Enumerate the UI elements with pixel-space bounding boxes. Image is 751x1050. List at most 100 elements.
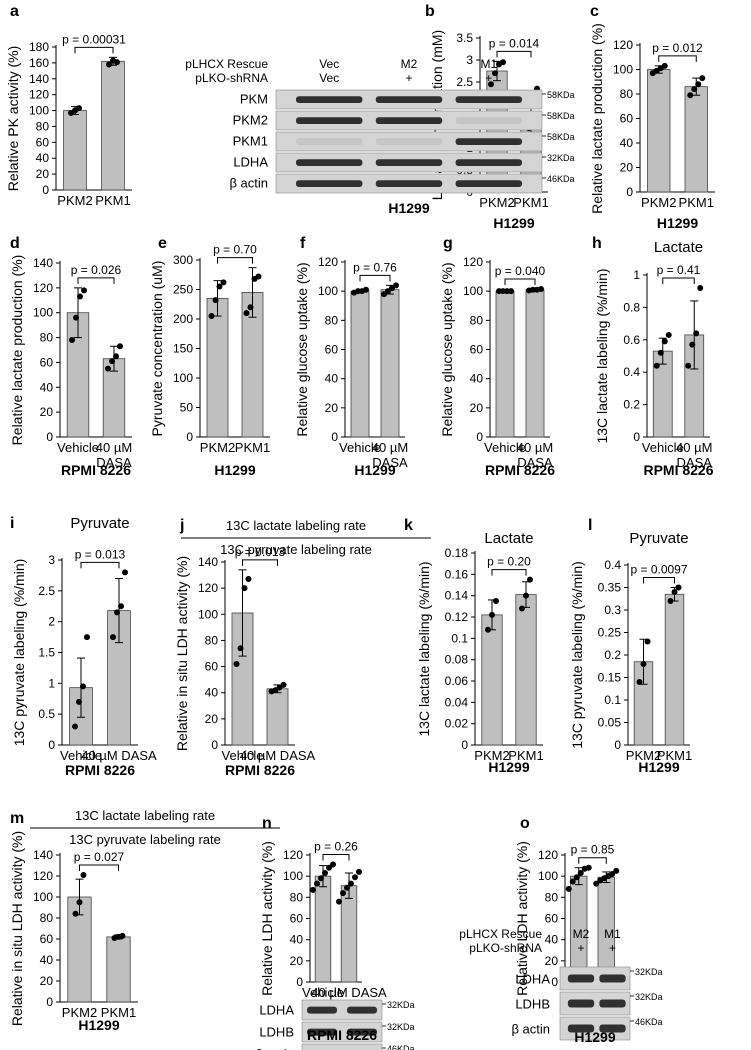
chart-title-h: Lactate [654,239,703,256]
blot-header-lane-o-1: + [577,941,584,955]
x-tick-label-b-0: PKM2 [479,195,514,210]
bar-j-1 [266,688,289,746]
data-point-e-0 [208,313,215,320]
blot-marker-label-o-0: 32KDa [635,967,663,977]
blot-strip-o-2 [559,1016,631,1041]
significance-bracket-o [578,857,607,864]
cell-line-label-m: H1299 [78,1017,119,1033]
blot-band-a-1-1 [375,117,443,125]
data-point-i-1 [122,569,128,576]
y-tick-label-j: 0 [211,738,218,752]
blot-header-lane-a-0: Vec [319,57,339,71]
data-point-i-0 [72,723,78,730]
y-tick-label-m: 60 [40,932,54,946]
data-point-c-1 [695,81,702,88]
y-tick-label-l: 0.05 [598,716,622,730]
y-tick-label-j: 100 [198,607,218,621]
data-point-e-1 [255,273,262,280]
blot-band-a-3-1 [375,159,443,167]
y-tick-label-i: 1.5 [38,646,55,660]
y-tick-label-b: 3 [466,53,473,67]
panel-letter-c: c [590,3,599,20]
blot-row-label-o-1: LDHB [515,996,550,1011]
bar-l-1 [664,593,685,746]
y-tick-label-h: 0.6 [623,333,640,347]
y-tick-label-f: 40 [325,372,339,386]
y-tick-label-h: 0.4 [623,365,640,379]
y-axis-label-o: Relative LDH activity (%) [514,841,530,996]
p-value-j: p = 0.013 [235,545,286,559]
data-point-j-0 [241,585,248,592]
y-tick-label-g: 100 [463,284,483,298]
y-tick-label-n: 80 [290,890,304,904]
blot-band-a-0-2 [455,96,523,104]
blot-band-n-1-1 [347,1028,377,1036]
y-tick-label-a: 20 [36,167,50,181]
bar-m-1 [106,936,131,1003]
data-point-n-1 [352,874,358,881]
significance-bracket-g [504,278,536,285]
panel-letter-n: n [262,815,272,832]
x-tick-label-d-0: Vehicle [57,440,99,455]
y-axis-label-l: 13C pyruvate labeling (%/min) [569,561,585,749]
blot-header-label-a-0: pLHCX Rescue [185,57,268,71]
data-point-h-0 [665,331,672,338]
panel-letter-f: f [300,235,306,252]
y-tick-label-j: 40 [205,686,219,700]
y-tick-label-j: 120 [198,581,218,595]
significance-bracket-j [242,559,278,566]
x-tick-label-a-1: PKM1 [95,193,130,208]
cell-line-label-c: H1299 [657,215,698,231]
blot-marker-label-n-0: 32KDa [387,1000,415,1010]
x-tick-label-l-0: PKM2 [626,748,661,763]
y-tick-label-n: 0 [296,975,303,989]
chart-title-i: Pyruvate [70,515,129,532]
blot-band-n-0-1 [347,1006,377,1014]
y-tick-label-l: 0.2 [604,648,621,662]
panel-letter-k: k [404,517,413,534]
data-point-h-1 [693,330,700,337]
panel-letter-a: a [10,3,19,20]
y-tick-label-n: 40 [290,933,304,947]
data-point-d-0 [81,287,87,294]
data-point-e-1 [247,304,254,311]
y-tick-label-j: 80 [205,633,219,647]
data-point-o-1 [593,880,600,887]
blot-row-label-a-1: PKM2 [233,113,268,128]
bar-c-1 [684,86,708,193]
x-tick-label-k-0: PKM2 [474,748,509,763]
y-tick-label-j: 60 [205,660,219,674]
panel-letter-e: e [158,235,167,252]
y-tick-label-h: 0.8 [623,300,640,314]
y-tick-label-k: 0.1 [451,631,468,645]
blot-row-label-o-0: LDHA [515,971,550,986]
p-value-k: p = 0.20 [487,555,531,569]
data-point-d-1 [105,365,111,372]
ratio-numerator-j: 13C lactate labeling rate [226,518,366,533]
x-tick-label-g-1: 40 µM [517,440,553,455]
data-point-n-1 [344,884,350,891]
y-tick-label-k: 0.08 [445,653,469,667]
y-axis-label-j: Relative in situ LDH activity (%) [174,556,190,751]
blot-band-a-4-2 [455,180,523,188]
y-tick-label-o: 20 [545,954,559,968]
y-tick-label-i: 3 [48,553,55,567]
y-tick-label-e: 0 [186,430,193,444]
y-tick-label-f: 100 [318,284,338,298]
significance-bracket-n [322,854,350,861]
data-point-c-0 [661,62,668,69]
blot-band-a-1-2 [455,117,523,125]
y-tick-label-k: 0.16 [445,567,469,581]
bar-c-0 [647,69,671,193]
y-tick-label-a: 180 [29,40,49,54]
data-point-c-1 [699,75,706,82]
significance-bracket-f [359,274,391,282]
data-point-a-0 [76,105,82,112]
y-tick-label-o: 40 [545,933,559,947]
y-tick-label-f: 120 [318,255,338,269]
p-value-c: p = 0.012 [652,41,703,55]
blot-marker-label-a-4: 46KDa [547,174,575,184]
cell-line-label-i: RPMI 8226 [65,762,135,778]
bar-e-0 [206,297,229,438]
blot-row-label-n-0: LDHA [259,1002,294,1017]
